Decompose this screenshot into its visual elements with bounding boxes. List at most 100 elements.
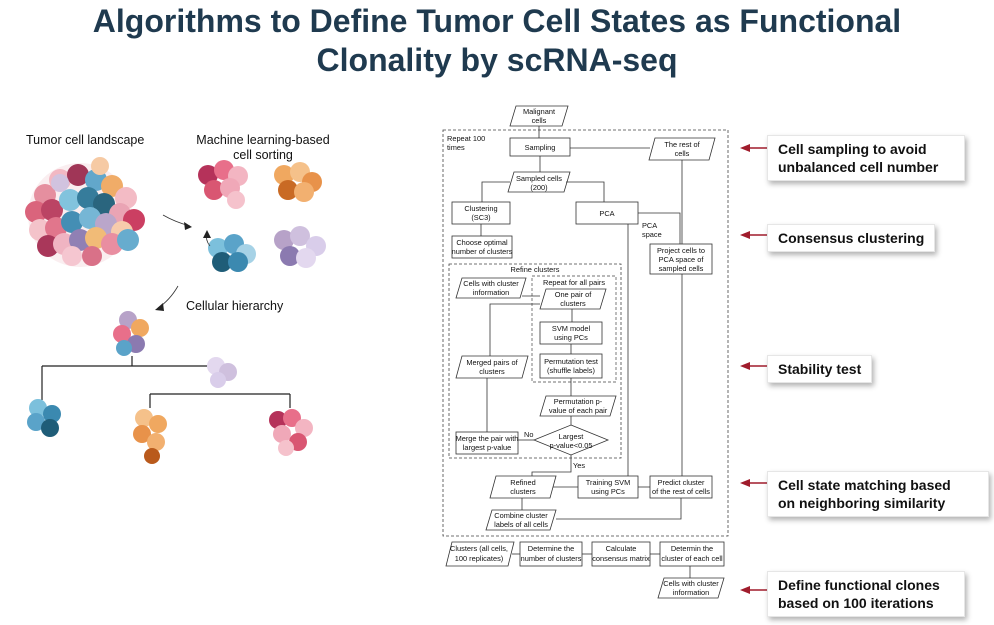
svm-node — [539, 321, 603, 345]
title-line-1: Algorithms to Define Tumor Cell States a… — [92, 3, 902, 39]
malignant-line1: Malignant — [523, 107, 555, 116]
callout-cell-sampling-line2: unbalanced cell number — [778, 159, 939, 175]
refine-frame — [448, 263, 622, 459]
perm-test-line2: (shuffle labels) — [547, 366, 595, 375]
cells-info-line1: Cells with cluster — [463, 279, 519, 288]
predict-line1: Predict cluster — [658, 478, 705, 487]
repeat-times-line1: Repeat 100 — [447, 134, 485, 143]
no-label: No — [524, 430, 533, 439]
hierarchy-leaf-blue — [27, 399, 61, 437]
cells-info-out-node — [657, 577, 725, 599]
cells-info-out-line1: Cells with cluster — [663, 579, 719, 588]
one-pair-line1: One pair of — [555, 290, 593, 299]
hierarchy-leaf-orange — [133, 409, 167, 464]
svm-line2: using PCs — [554, 333, 588, 342]
training-line1: Training SVM — [586, 478, 631, 487]
predict-node — [649, 475, 713, 499]
perm-p-line2: value of each pair — [549, 406, 608, 415]
perm-test-node — [539, 353, 603, 379]
callout-cell-state-line2: on neighboring similarity — [778, 495, 946, 511]
hierarchy-root-cluster — [113, 311, 149, 356]
largest-p-decision — [532, 424, 610, 456]
sorted-cluster-purple — [274, 226, 326, 268]
merged-line1: Merged pairs of — [466, 358, 518, 367]
merge-line1: Merge the pair with — [456, 434, 519, 443]
training-line2: using PCs — [591, 487, 625, 496]
tumor-landscape-cluster — [25, 157, 145, 267]
project-line3: sampled cells — [659, 264, 704, 273]
sampling-text: Sampling — [525, 143, 556, 152]
pairs-frame — [531, 275, 617, 383]
hierarchy-mid-cluster — [207, 357, 237, 388]
refined-node — [489, 475, 557, 499]
callout-cell-state-line1: Cell state matching based — [778, 477, 951, 493]
sorted-cluster-pink — [198, 160, 248, 209]
tumor-landscape-label: Tumor cell landscape — [26, 133, 145, 147]
one-pair-line2: clusters — [560, 299, 586, 308]
clustering-line1: Clustering — [464, 204, 497, 213]
cell-illustration — [25, 157, 326, 464]
clusters-all-line2: 100 replicates) — [455, 554, 503, 563]
determin-cluster-node — [659, 541, 725, 567]
cells-info-node — [455, 277, 527, 299]
ml-sorting-label: Machine learning-based cell sorting — [196, 133, 330, 163]
cells-info-out-line2: information — [673, 588, 710, 597]
cells-info-line2: information — [473, 288, 510, 297]
consensus-matrix-node — [591, 541, 651, 567]
callout-stability-test: Stability test — [767, 355, 873, 383]
merged-pairs-node — [455, 355, 529, 379]
red-arrows — [740, 144, 768, 594]
clusters-all-line1: Clusters (all cells, — [450, 544, 508, 553]
sorted-cluster-blue — [208, 234, 256, 272]
determine-num-line2: number of clusters — [521, 554, 582, 563]
perm-p-node — [539, 395, 617, 417]
perm-test-line1: Permutation test — [544, 357, 598, 366]
pca-space-line2: space — [642, 230, 662, 239]
malignant-line2: cells — [532, 116, 547, 125]
hierarchy-label: Cellular hierarchy — [186, 299, 284, 313]
calculate-line2: consensus matrix — [592, 554, 650, 563]
clustering-node — [451, 201, 511, 225]
rest-line1: The rest of — [664, 140, 700, 149]
determin-cluster-line2: cluster of each cell — [661, 554, 723, 563]
pca-text: PCA — [599, 209, 614, 218]
project-line2: PCA space of — [659, 255, 705, 264]
callout-consensus-clustering: Consensus clustering — [767, 224, 936, 252]
hierarchy-tree-lines — [41, 356, 291, 408]
clusters-all-node — [445, 541, 515, 567]
merge-node — [455, 431, 519, 455]
sampled-line2: (200) — [530, 183, 547, 192]
determine-num-line1: Determine the — [528, 544, 574, 553]
pca-node — [575, 201, 639, 225]
combine-line2: labels of all cells — [494, 520, 548, 529]
rest-of-cells-node — [648, 137, 716, 161]
refined-line2: clusters — [510, 487, 536, 496]
merged-line2: clusters — [479, 367, 505, 376]
training-node — [577, 475, 639, 499]
sorted-cluster-orange — [274, 162, 322, 202]
yes-label: Yes — [573, 461, 585, 470]
callout-cell-sampling: Cell sampling to avoid unbalanced cell n… — [767, 135, 965, 181]
callout-functional-clones-line2: based on 100 iterations — [778, 595, 934, 611]
sampling-node — [509, 137, 571, 157]
hierarchy-leaf-pink — [269, 409, 313, 456]
ml-sorting-label-line2: cell sorting — [233, 148, 293, 162]
callout-functional-clones-line1: Define functional clones — [778, 577, 940, 593]
callout-cell-state-matching: Cell state matching based on neighboring… — [767, 471, 989, 517]
determine-number-node — [519, 541, 583, 567]
sampled-line1: Sampled cells — [516, 174, 562, 183]
refine-text: Refine clusters — [511, 265, 560, 274]
project-node — [649, 243, 713, 275]
clustering-line2: (SC3) — [471, 213, 490, 222]
rest-line2: cells — [675, 149, 690, 158]
choose-node — [451, 235, 513, 259]
largest-line2: p-value<0.05 — [550, 441, 593, 450]
pca-space-line1: PCA — [642, 221, 657, 230]
malignant-node — [509, 105, 569, 127]
callout-cell-sampling-line1: Cell sampling to avoid — [778, 141, 927, 157]
repeat-pairs-text: Repeat for all pairs — [543, 278, 605, 287]
predict-line2: of the rest of cells — [652, 487, 710, 496]
title-line-2: Clonality by scRNA-seq — [316, 42, 678, 78]
repeat-frame — [442, 129, 729, 537]
refined-line1: Refined — [510, 478, 535, 487]
